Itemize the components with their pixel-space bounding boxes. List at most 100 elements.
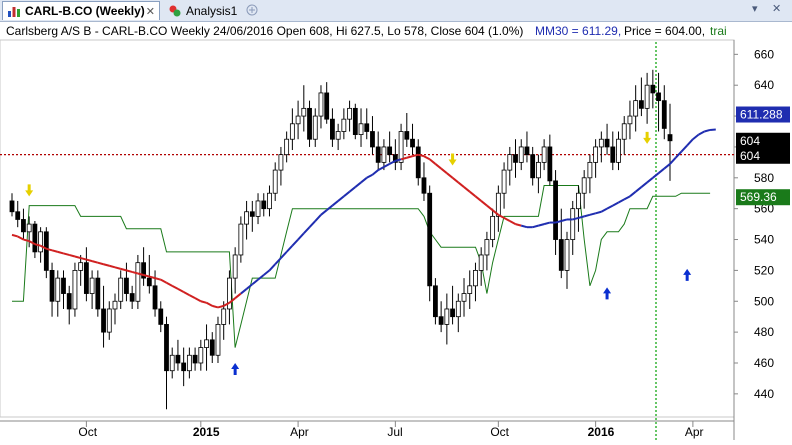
ma-segment [681,145,687,151]
candle-body [411,139,415,147]
candle-body [422,178,426,193]
x-tick-label: Jul [387,425,402,439]
candle-body [119,278,123,301]
ma-segment [624,196,630,199]
sell-arrow-icon [643,132,651,144]
candle-body [302,108,306,116]
ma-segment [98,263,104,265]
ma-segment [338,196,344,201]
candle-body [594,147,598,162]
ma-segment [430,159,436,164]
ma-segment [81,258,87,260]
ma-segment [693,135,699,140]
chart-canvas[interactable]: 440460480500520540560580600620640660Oct2… [0,22,792,440]
ma-segment [561,219,567,221]
candle-body [599,139,603,147]
ma-segment [390,161,396,164]
candle-body [353,108,357,134]
ma-segment [521,226,527,228]
ma-segment [447,173,453,178]
candle-body [21,219,25,231]
candle-body [113,301,117,309]
ma-segment [636,187,642,192]
candle-body [382,147,386,162]
candle-body [582,178,586,193]
chart-header-title: Carlsberg A/S B - CARL-B.CO Weekly 24/06… [6,24,523,38]
candle-body [559,240,563,271]
ma-segment [590,213,596,215]
candle-body [50,270,54,301]
ma-segment [613,202,619,205]
candle-body [205,340,209,348]
candle-body [554,181,558,240]
close-window-icon[interactable]: ✕ [772,2,781,15]
ma-segment [619,199,625,202]
ma-segment [287,246,293,252]
candle-body [16,212,20,220]
candle-body [330,119,334,139]
ma-segment [18,236,24,239]
candle-body [468,286,472,294]
x-tick-label: Apr [290,425,309,439]
add-tab-icon[interactable] [246,4,258,16]
buy-arrow-icon [683,269,691,281]
buy-arrow-icon [603,287,611,299]
ma-segment [355,182,361,187]
ma-value-label: 611.288 [740,108,783,122]
ma-segment [670,158,676,164]
ma-segment [292,240,298,246]
ma-segment [361,178,367,183]
candle-body [445,309,449,324]
candle-body [473,270,477,285]
ma-segment [52,250,58,252]
candle-body [565,240,569,271]
ma-segment [109,266,115,268]
candle-body [479,255,483,270]
candle-body [10,201,14,212]
candle-body [365,124,369,132]
price-chart[interactable]: 440460480500520540560580600620640660Oct2… [0,22,792,440]
y-tick-label: 580 [754,171,774,185]
candle-body [668,135,672,141]
tab-list-icon[interactable]: ▾ [752,2,758,15]
candle-body [279,155,283,170]
candle-body [502,170,506,193]
candle-body [651,85,655,93]
candle-body [245,212,249,224]
ma-segment [544,223,550,225]
candle-body [388,147,392,155]
candle-body [588,162,592,177]
candle-body [233,255,237,278]
candle-body [313,116,317,139]
close-tab-icon[interactable]: ✕ [146,5,155,18]
ma-segment [653,173,659,178]
sell-arrow-icon [449,153,457,165]
ma-segment [344,192,350,197]
candle-body [336,132,340,140]
ma-segment [86,260,92,262]
y-tick-label: 440 [754,387,774,401]
candle-body [439,317,443,325]
candle-body [645,85,649,108]
candle-body [542,147,546,162]
last-value-label: 604 [740,134,760,148]
ma-segment [578,216,584,218]
ma-segment [195,298,201,301]
x-tick-label: Oct [78,425,97,439]
candle-body [433,286,437,317]
ma-segment [470,192,476,197]
ma-segment [464,187,470,192]
candle-body [611,147,615,162]
ma-segment [207,303,213,306]
candle-body [170,355,174,370]
y-tick-label: 500 [754,294,774,308]
candle-body [405,132,409,140]
tab-chart[interactable]: CARL-B.CO (Weekly) ✕ [2,1,160,20]
ma-segment [201,301,207,303]
ma-segment [601,209,607,212]
ma-segment [241,289,247,294]
y-tick-label: 460 [754,356,774,370]
buy-arrow-icon [231,363,239,375]
candle-body [514,155,518,163]
